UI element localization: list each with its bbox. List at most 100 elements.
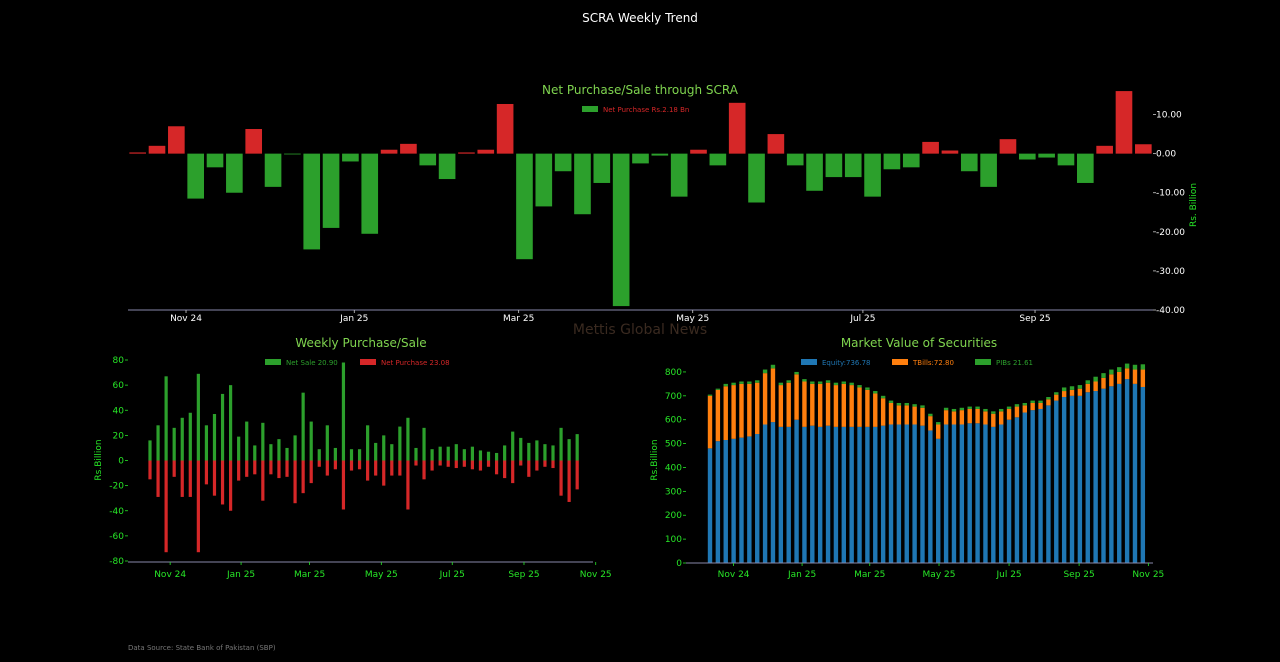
market-value-chart: Market Value of Securities Equity:736.78…: [650, 336, 1164, 580]
bar-net-1: [148, 145, 166, 154]
legend-swatch: [582, 106, 598, 112]
bar-sale-35: [430, 449, 434, 461]
bar-pibs-42: [1038, 400, 1043, 403]
x-tick-label: May 25: [365, 570, 398, 580]
bar-equity-40: [1022, 412, 1027, 563]
bar-net-41: [922, 141, 939, 154]
y-tick-label: 500: [665, 440, 682, 450]
bar-tbills-55: [1140, 369, 1146, 387]
bar-tbills-2: [723, 386, 728, 441]
bar-tbills-5: [747, 383, 752, 437]
x-tick-label: Nov 24: [718, 570, 750, 580]
bar-sale-18: [293, 435, 297, 461]
bar-tbills-11: [794, 374, 799, 420]
chart-title: Market Value of Securities: [841, 336, 997, 350]
bar-equity-21: [873, 426, 878, 563]
bar-equity-30: [943, 424, 949, 563]
bar-purchase-5: [188, 460, 192, 497]
bar-pibs-50: [1101, 373, 1106, 378]
bar-tbills-19: [857, 387, 862, 427]
bar-sale-24: [341, 362, 346, 461]
bar-net-17: [458, 152, 475, 154]
bar-sale-5: [188, 412, 192, 461]
bar-equity-6: [755, 434, 760, 563]
bar-pibs-45: [1061, 387, 1067, 392]
bar-equity-5: [747, 436, 752, 563]
bar-purchase-6: [196, 460, 200, 553]
bar-tbills-24: [896, 405, 902, 425]
bar-tbills-29: [936, 424, 941, 439]
bar-equity-8: [770, 422, 776, 563]
bar-tbills-34: [975, 408, 980, 424]
bar-purchase-11: [237, 460, 241, 481]
bar-sale-45: [511, 431, 515, 461]
bar-sale-40: [470, 446, 474, 461]
bar-purchase-0: [148, 460, 152, 480]
bar-tbills-45: [1061, 391, 1067, 398]
bar-net-38: [864, 153, 881, 197]
bar-pibs-8: [770, 364, 776, 369]
bar-sale-25: [349, 449, 354, 461]
bar-tbills-47: [1077, 388, 1083, 396]
bar-pibs-9: [778, 382, 784, 386]
bar-purchase-33: [414, 460, 418, 466]
bar-pibs-37: [998, 408, 1004, 412]
bar-pibs-7: [762, 369, 768, 374]
bar-pibs-35: [983, 408, 988, 412]
bar-sale-49: [543, 444, 547, 461]
bar-sale-22: [325, 425, 329, 461]
bar-pibs-6: [755, 380, 760, 383]
bar-purchase-28: [374, 460, 378, 476]
bar-tbills-53: [1124, 368, 1130, 380]
data-source: Data Source: State Bank of Pakistan (SBP…: [128, 644, 276, 652]
bar-purchase-26: [357, 460, 362, 470]
bar-equity-45: [1061, 397, 1067, 563]
bar-net-25: [612, 153, 630, 307]
bar-pibs-2: [723, 383, 728, 387]
bar-sale-37: [446, 446, 450, 461]
legend-swatch: [265, 359, 281, 365]
bar-pibs-26: [912, 404, 917, 407]
bar-pibs-3: [731, 382, 736, 386]
bar-net-10: [322, 153, 340, 228]
bar-pibs-15: [825, 380, 831, 383]
bar-purchase-27: [366, 460, 370, 481]
bar-tbills-14: [817, 383, 823, 427]
bar-tbills-23: [888, 402, 894, 425]
bar-sale-26: [357, 449, 362, 461]
bar-equity-16: [833, 426, 839, 563]
bar-pibs-31: [951, 408, 957, 412]
bar-pibs-18: [849, 382, 854, 386]
bar-tbills-9: [778, 385, 784, 427]
bar-net-49: [1077, 153, 1094, 183]
bar-sale-15: [269, 444, 273, 461]
bar-net-43: [960, 153, 978, 172]
bar-pibs-47: [1077, 385, 1083, 389]
bar-pibs-14: [817, 381, 823, 384]
bar-tbills-4: [739, 383, 744, 438]
bar-purchase-7: [204, 460, 209, 485]
bar-tbills-7: [762, 373, 768, 425]
bar-equity-25: [904, 424, 909, 563]
bar-equity-32: [959, 424, 965, 563]
bar-pibs-51: [1109, 369, 1114, 375]
bar-sale-13: [253, 445, 257, 461]
bar-net-7: [264, 153, 282, 187]
bar-purchase-34: [422, 460, 426, 480]
y-tick-label: 0: [118, 457, 124, 467]
bar-tbills-10: [786, 382, 791, 427]
bar-tbills-17: [841, 383, 846, 427]
bar-sale-19: [301, 392, 305, 461]
y-tick-label: 300: [665, 487, 682, 497]
y-tick-label: -30.00: [1156, 267, 1185, 277]
bar-sale-44: [503, 445, 507, 461]
bar-equity-11: [794, 419, 799, 563]
bar-purchase-38: [454, 460, 458, 469]
bar-sale-2: [164, 376, 168, 461]
bar-pibs-0: [707, 394, 713, 396]
bar-tbills-40: [1022, 405, 1027, 413]
y-tick-label: 10.00: [1156, 111, 1182, 121]
bar-pibs-17: [841, 381, 846, 384]
bar-sale-50: [551, 445, 555, 461]
bar-net-3: [187, 153, 204, 199]
